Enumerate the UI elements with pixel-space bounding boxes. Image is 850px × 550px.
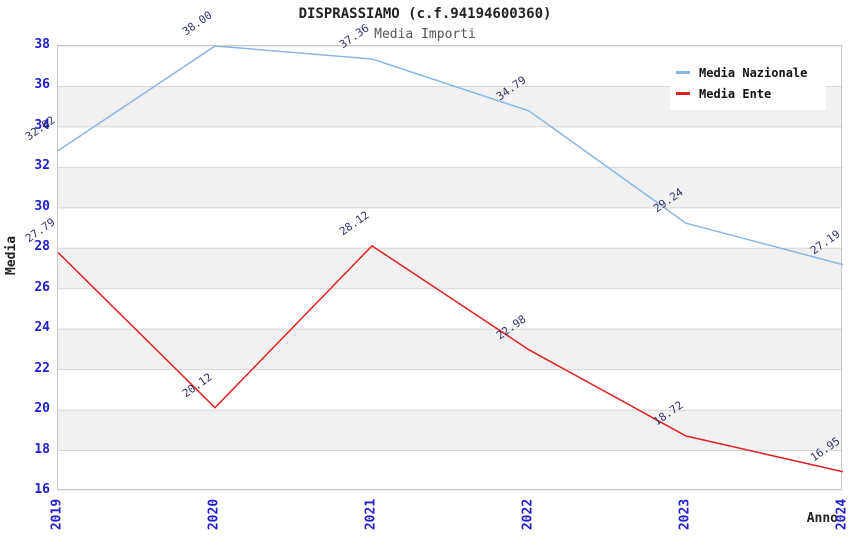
y-tick-label: 26 — [34, 279, 50, 295]
y-tick-label: 24 — [34, 320, 50, 336]
y-tick-label: 18 — [34, 441, 50, 457]
series-line-media-nazionale — [58, 46, 843, 266]
legend-dash-icon — [676, 71, 690, 74]
legend-dash-icon — [676, 92, 690, 95]
x-tick-label: 2020 — [206, 498, 222, 531]
y-tick-label: 22 — [34, 360, 50, 376]
x-axis-label: Anno — [806, 511, 838, 526]
legend-label: Media Ente — [699, 86, 772, 101]
y-tick-label: 30 — [34, 198, 50, 214]
chart-title: DISPRASSIAMO (c.f.94194600360) — [298, 6, 552, 22]
y-tick-label: 28 — [34, 239, 50, 255]
x-tick-label: 2022 — [520, 498, 536, 531]
y-tick-label: 36 — [34, 77, 50, 93]
y-tick-label: 20 — [34, 401, 50, 417]
y-tick-label: 34 — [34, 117, 50, 133]
legend-item: Media Nazionale — [676, 62, 822, 83]
legend-label: Media Nazionale — [699, 65, 808, 80]
x-tick-label: 2019 — [49, 498, 65, 531]
x-tick-label: 2024 — [834, 498, 850, 531]
x-tick-label: 2023 — [677, 498, 693, 531]
y-tick-label: 16 — [34, 482, 50, 497]
y-tick-label: 32 — [34, 158, 50, 174]
legend: Media Nazionale Media Ente — [670, 56, 826, 110]
y-tick-label: 38 — [34, 37, 50, 52]
x-tick-label: 2021 — [363, 498, 379, 531]
plot-area — [57, 45, 843, 491]
chart-subtitle: Media Importi — [374, 27, 476, 42]
legend-item: Media Ente — [676, 83, 822, 104]
series-line-media-ente — [58, 244, 843, 473]
plot-svg — [58, 46, 843, 491]
